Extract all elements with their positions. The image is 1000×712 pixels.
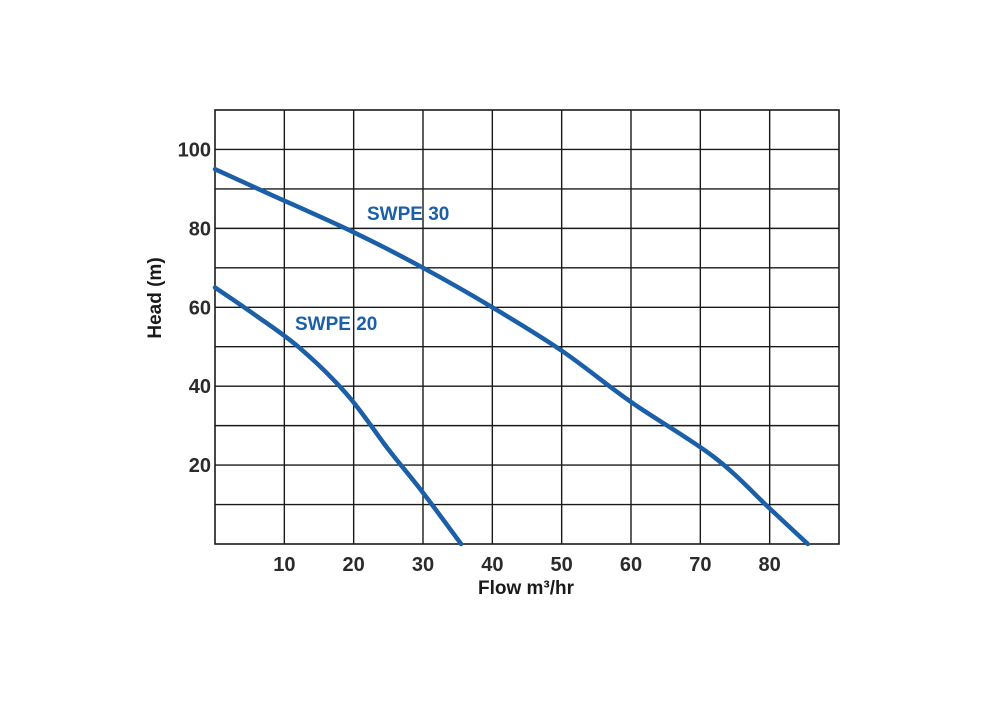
x-tick-label: 20 [343, 554, 365, 576]
y-tick-label: 40 [189, 376, 211, 398]
x-tick-label: 30 [412, 554, 434, 576]
y-tick-label: 60 [189, 297, 211, 319]
plot-frame [214, 109, 840, 545]
y-tick-label: 100 [178, 139, 211, 161]
series-line-swpe-20 [212, 285, 464, 547]
x-tick-label: 80 [759, 554, 781, 576]
curves: SWPE 30 SWPE 20 [212, 166, 811, 547]
y-tick-label: 80 [189, 218, 211, 240]
x-tick-label: 70 [689, 554, 711, 576]
x-tick-label: 60 [620, 554, 642, 576]
y-tick-label: 20 [189, 455, 211, 477]
series-line-swpe-30 [212, 166, 811, 547]
x-axis-label: Flow m³/hr [478, 578, 575, 599]
x-tick-label: 10 [273, 554, 295, 576]
x-tick-label: 40 [481, 554, 503, 576]
series-label: SWPE 30 [367, 204, 449, 225]
x-tick-label: 50 [551, 554, 573, 576]
tick-labels: 10 20 30 40 50 60 70 80 20 40 60 80 100 [178, 139, 781, 576]
y-axis-label: Head (m) [145, 257, 166, 338]
series-label: SWPE 20 [295, 314, 377, 335]
grid [215, 110, 839, 544]
